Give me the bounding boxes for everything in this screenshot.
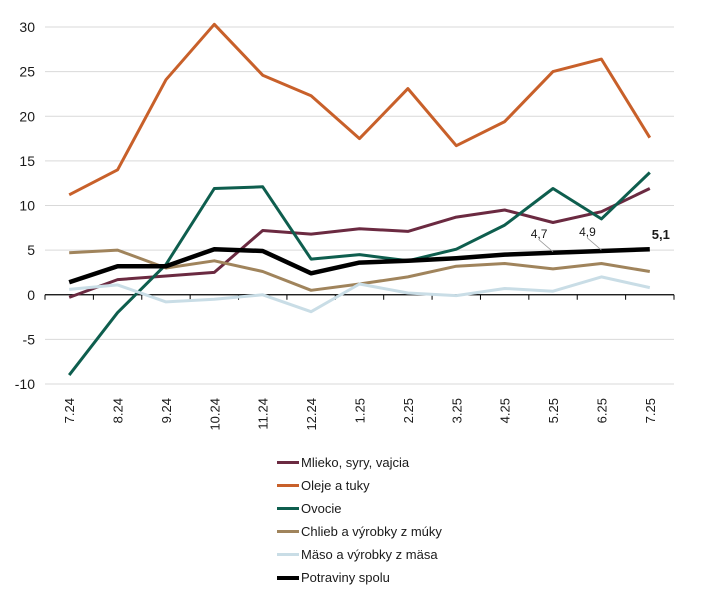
x-tick-label: 9.24	[159, 398, 174, 423]
y-tick-label: 25	[19, 64, 35, 80]
legend-label: Oleje a tuky	[301, 478, 370, 493]
x-tick-label: 2.25	[401, 398, 416, 423]
data-label: 4,7	[531, 227, 548, 241]
y-tick-label: 5	[27, 242, 35, 258]
legend-swatch	[277, 461, 299, 464]
legend-item: Mlieko, syry, vajcia	[277, 451, 442, 474]
x-tick-label: 7.25	[643, 398, 658, 423]
x-tick-label: 10.24	[207, 398, 222, 431]
legend-label: Potraviny spolu	[301, 570, 390, 585]
x-tick-label: 12.24	[304, 398, 319, 431]
data-label: 4,9	[579, 225, 596, 239]
series-line	[68, 246, 650, 285]
x-tick-label: 4.25	[498, 398, 513, 423]
legend-swatch	[277, 507, 299, 510]
y-tick-label: 15	[19, 153, 35, 169]
x-tick-label: 11.24	[256, 398, 271, 430]
legend-label: Ovocie	[301, 501, 342, 516]
series-line	[68, 187, 651, 299]
x-tick-label: 8.24	[111, 398, 126, 423]
legend-item: Mäso a výrobky z mäsa	[277, 543, 442, 566]
x-tick-label: 5.25	[546, 398, 561, 423]
series-line	[69, 275, 651, 314]
y-tick-label: -5	[23, 331, 36, 347]
series-line	[68, 22, 652, 197]
legend-swatch	[277, 575, 299, 580]
x-tick-label: 3.25	[449, 398, 464, 423]
y-tick-label: 0	[27, 287, 35, 303]
data-labels: 4,7 4,9 5,1	[531, 225, 670, 253]
legend-item: Chlieb a výrobky z múky	[277, 520, 442, 543]
gridlines	[45, 26, 674, 385]
x-tick-label: 7.24	[62, 398, 77, 423]
data-label-leader	[538, 239, 554, 253]
x-axis-tick-labels: 7.24 8.24 9.24 10.24 11.24 12.24 1.25 2.25 3.25 4…	[62, 398, 658, 431]
legend-label: Chlieb a výrobky z múky	[301, 524, 442, 539]
legend-label: Mäso a výrobky z mäsa	[301, 547, 438, 562]
y-tick-label: 30	[19, 19, 35, 35]
y-tick-label: 10	[19, 198, 35, 214]
legend-swatch	[277, 553, 299, 556]
y-tick-label: 20	[19, 108, 35, 124]
legend-item: Ovocie	[277, 497, 442, 520]
data-label: 5,1	[652, 227, 670, 242]
legend-swatch	[277, 530, 299, 533]
x-axis	[44, 294, 675, 300]
x-tick-label: 1.25	[353, 398, 368, 423]
legend-swatch	[277, 484, 299, 487]
data-label-leader	[587, 237, 602, 251]
y-tick-label: -10	[15, 376, 35, 392]
legend-item: Oleje a tuky	[277, 474, 442, 497]
legend-item: Potraviny spolu	[277, 566, 442, 589]
legend-label: Mlieko, syry, vajcia	[301, 455, 410, 470]
series-lines	[68, 22, 652, 377]
x-tick-label: 6.25	[594, 398, 609, 423]
legend: Mlieko, syry, vajcia Oleje a tuky Ovocie Ch…	[277, 451, 442, 589]
series-line	[68, 171, 651, 377]
y-axis-ticks: 30 25 20 15 10 5 0 -5 -10	[15, 19, 35, 392]
